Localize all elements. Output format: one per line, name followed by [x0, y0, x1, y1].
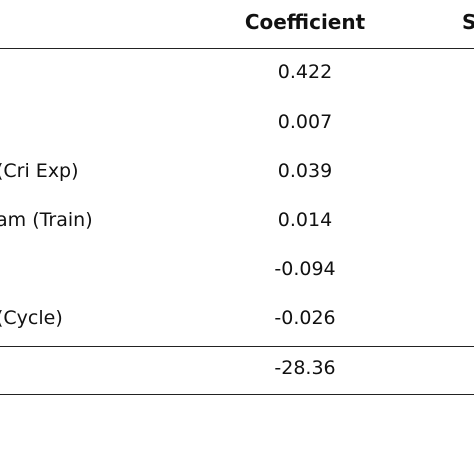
- footer-top-rule: [0, 346, 474, 347]
- header-rule: [0, 48, 474, 49]
- table-bottom-rule: [0, 394, 474, 395]
- row-1-coefficient: 0.422: [277, 61, 333, 83]
- row-3-variable: (Cri Exp): [0, 160, 79, 182]
- row-6-variable: (Cycle): [0, 307, 63, 329]
- row-5-coefficient: -0.094: [274, 258, 336, 280]
- header-next-column: S: [462, 10, 474, 34]
- row-6-coefficient: -0.026: [274, 307, 336, 329]
- header-coefficient: Coefficient: [244, 10, 366, 34]
- footer-coefficient: -28.36: [274, 357, 336, 379]
- row-2-coefficient: 0.007: [277, 111, 333, 133]
- row-4-coefficient: 0.014: [277, 209, 333, 231]
- row-4-variable: am (Train): [0, 209, 93, 231]
- row-3-coefficient: 0.039: [277, 160, 333, 182]
